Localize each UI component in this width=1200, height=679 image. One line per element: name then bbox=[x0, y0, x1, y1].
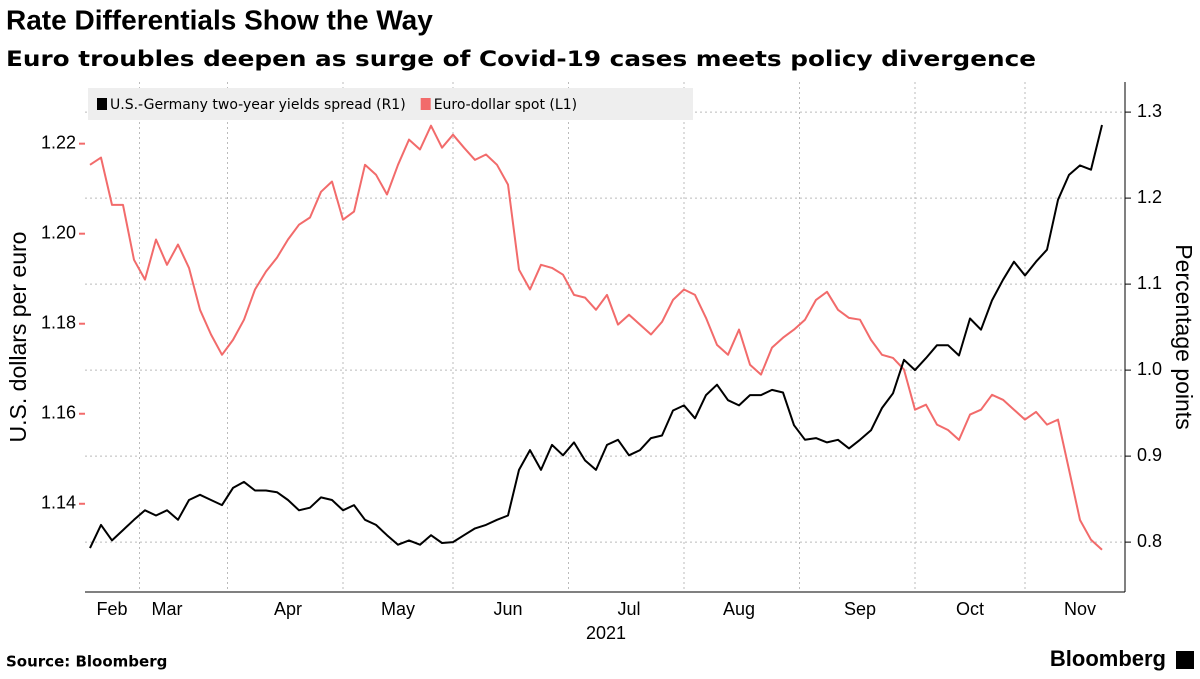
chart-subtitle: Euro troubles deepen as surge of Covid-1… bbox=[6, 47, 1036, 71]
legend: U.S.-Germany two-year yields spread (R1)… bbox=[88, 88, 693, 120]
x-tick-label: Jun bbox=[493, 599, 522, 619]
y2-tick-label: 0.9 bbox=[1137, 445, 1162, 465]
series-line bbox=[89, 124, 1103, 549]
x-tick-label: Sep bbox=[844, 599, 876, 619]
y-tick-label: 1.14 bbox=[41, 493, 76, 513]
y-tick-label: 1.16 bbox=[41, 402, 76, 422]
y2-tick-label: 1.2 bbox=[1137, 187, 1162, 207]
x-tick-label: Nov bbox=[1064, 599, 1096, 619]
brand-icon bbox=[1176, 651, 1194, 669]
x-tick-label: Apr bbox=[274, 599, 302, 619]
x-tick-label: Mar bbox=[152, 599, 183, 619]
x-tick-label: Oct bbox=[956, 599, 984, 619]
x-axis-label: 2021 bbox=[586, 623, 626, 643]
legend-swatch bbox=[97, 98, 107, 110]
y-axis-label: U.S. dollars per euro bbox=[5, 232, 31, 443]
y2-tick-label: 1.0 bbox=[1137, 359, 1162, 379]
legend-box bbox=[88, 88, 693, 120]
y2-tick-label: 1.3 bbox=[1137, 101, 1162, 121]
x-tick-label: Jul bbox=[617, 599, 640, 619]
y-tick-label: 1.18 bbox=[41, 312, 76, 332]
x-tick-label: Feb bbox=[96, 599, 127, 619]
source: Source: Bloomberg bbox=[6, 653, 167, 671]
y-tick-label: 1.22 bbox=[41, 132, 76, 152]
x-tick-label: Aug bbox=[723, 599, 755, 619]
legend-label: U.S.-Germany two-year yields spread (R1) bbox=[110, 97, 406, 113]
y2-axis-label: Percentage points bbox=[1171, 244, 1197, 429]
x-tick-label: May bbox=[381, 599, 415, 619]
legend-swatch bbox=[420, 98, 431, 110]
series-line bbox=[89, 124, 1103, 551]
y2-tick-label: 1.1 bbox=[1137, 273, 1162, 293]
chart-title: Rate Differentials Show the Way bbox=[6, 4, 433, 35]
legend-label: Euro-dollar spot (L1) bbox=[434, 97, 577, 113]
brand: Bloomberg bbox=[1050, 646, 1166, 671]
y-tick-label: 1.20 bbox=[41, 222, 76, 242]
y2-tick-label: 0.8 bbox=[1137, 531, 1162, 551]
